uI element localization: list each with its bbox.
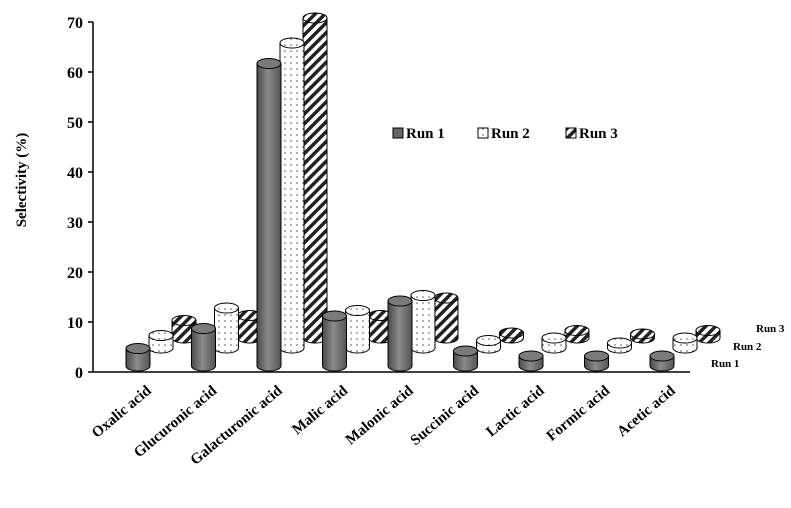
legend-swatch <box>565 127 577 139</box>
y-tick-label: 30 <box>67 215 83 232</box>
bar-top <box>302 12 328 24</box>
category-label: Malic acid <box>289 382 351 438</box>
bar-body <box>191 328 216 372</box>
bar-top <box>148 330 174 341</box>
bar-body <box>279 42 305 354</box>
y-tick-label: 0 <box>75 365 83 382</box>
bar-top <box>584 350 609 362</box>
bar-top <box>345 305 370 316</box>
bar-top <box>541 332 567 344</box>
bar-body <box>256 63 282 372</box>
bar-top <box>125 343 151 354</box>
bar-top <box>649 350 675 362</box>
bar-top <box>695 325 721 336</box>
bar-top <box>518 350 544 362</box>
bar-3-5 <box>499 327 524 344</box>
bar-top <box>453 345 478 357</box>
category-label: Malonic acid <box>343 382 417 448</box>
bar-top <box>499 327 524 339</box>
bar-1-5 <box>453 345 478 372</box>
bar-top <box>410 290 436 301</box>
bar-body <box>214 307 239 354</box>
bar-body <box>125 348 151 372</box>
bar-1-8 <box>649 350 675 372</box>
category-label: Formic acid <box>544 382 614 444</box>
legend-label: Run 1 <box>406 126 445 142</box>
bar-3-4 <box>433 292 459 344</box>
bar-2-4 <box>410 290 436 354</box>
bar-1-4 <box>387 295 413 372</box>
bar-top <box>607 337 632 349</box>
bar-1-0 <box>125 343 151 372</box>
category-label: Succinic acid <box>408 382 483 449</box>
bar-2-2 <box>279 37 305 354</box>
legend-swatch <box>477 127 489 139</box>
y-axis-title: Selectivity (%) <box>14 133 30 228</box>
bar-2-0 <box>148 330 174 354</box>
bar-top <box>630 328 655 340</box>
bar-top <box>279 37 305 49</box>
bar-2-3 <box>345 305 370 354</box>
bar-body <box>453 350 478 372</box>
depth-axis-label: Run 3 <box>756 323 785 335</box>
y-tick-label: 50 <box>67 115 83 132</box>
y-tick-label: 20 <box>67 265 83 282</box>
bar-2-7 <box>607 337 632 354</box>
y-tick-label: 70 <box>67 15 83 32</box>
category-label: Acetic acid <box>614 382 679 440</box>
bar-top <box>387 295 413 307</box>
depth-axis-label: Run 2 <box>733 341 762 353</box>
bar-1-7 <box>584 350 609 372</box>
category-label: Oxalic acid <box>89 382 155 441</box>
depth-axis-label: Run 1 <box>711 358 739 370</box>
bar-top <box>256 58 282 69</box>
bar-1-3 <box>322 310 347 372</box>
bar-2-5 <box>476 335 501 354</box>
y-tick-label: 60 <box>67 65 83 82</box>
bar-top <box>564 325 590 336</box>
bar-2-6 <box>541 332 567 354</box>
bar-body <box>387 300 413 372</box>
bar-top <box>191 323 216 334</box>
legend-label: Run 3 <box>579 126 618 142</box>
legend-swatch <box>392 127 404 139</box>
bar-3-8 <box>695 325 721 344</box>
bar-body <box>302 17 328 344</box>
bar-body <box>345 310 370 354</box>
bar-3-6 <box>564 325 590 344</box>
bar-top <box>433 292 459 304</box>
category-label: Lactic acid <box>483 382 548 440</box>
bar-top <box>672 332 698 344</box>
bar-body <box>322 315 347 372</box>
bar-2-8 <box>672 332 698 354</box>
bar-top <box>476 335 501 346</box>
y-tick-label: 40 <box>67 165 83 182</box>
bar-top <box>171 315 197 326</box>
bar-1-2 <box>256 58 282 372</box>
y-tick-label: 10 <box>67 315 83 332</box>
bar-top <box>322 310 347 322</box>
bar-body <box>433 297 459 344</box>
bar-1-6 <box>518 350 544 372</box>
bar-3-7 <box>630 328 655 344</box>
bar-1-1 <box>191 323 216 372</box>
bar-body <box>410 295 436 354</box>
legend-label: Run 2 <box>491 126 530 142</box>
bar-top <box>214 302 239 314</box>
bar-3-2 <box>302 12 328 344</box>
bar-2-1 <box>214 302 239 354</box>
